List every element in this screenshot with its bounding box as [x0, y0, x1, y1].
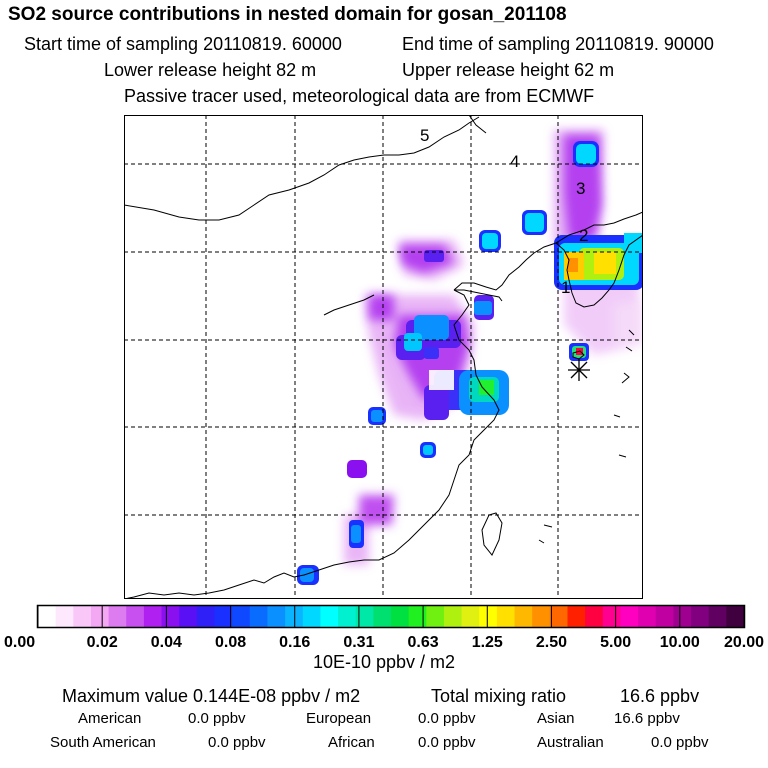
colorbar-cell	[514, 606, 533, 627]
upper-release-label: Upper release height 62 m	[402, 60, 615, 80]
colorbar-cell	[496, 606, 516, 627]
colorbar-tick-label: 1.25	[472, 634, 503, 651]
colorbar-cell	[532, 606, 551, 627]
colorbar-cell	[196, 606, 216, 627]
region-european-value: 0.0 ppbv	[418, 710, 476, 727]
region-european-name: European	[306, 710, 372, 727]
colorbar-cell	[90, 606, 110, 627]
release-label-4: 4	[510, 152, 519, 171]
colorbar-cell	[55, 606, 74, 627]
colorbar-cell	[267, 606, 286, 627]
region-american-name: American	[78, 710, 142, 727]
release-label-3: 3	[576, 179, 585, 198]
colorbar-tick-label: 0.31	[343, 634, 374, 651]
colorbar-cell	[443, 606, 463, 627]
region-asian-value: 16.6 ppbv	[614, 710, 680, 727]
colorbar-cell	[479, 606, 498, 627]
colorbar: 0.00 0.02 0.04 0.08 0.16 0.31 0.63 1.25 2.50 5.00…	[4, 604, 764, 651]
release-label-1: 1	[561, 278, 570, 297]
colorbar-cell	[143, 606, 163, 627]
colorbar-cell	[355, 606, 374, 627]
colorbar-tick-label: 10.00	[660, 634, 700, 651]
colorbar-cell	[673, 606, 692, 627]
map-frame	[124, 115, 643, 599]
colorbar-tick-label: 0.04	[151, 634, 182, 651]
colorbar-cell	[585, 606, 604, 627]
coastline	[124, 115, 643, 599]
total-mixing-value: 16.6 ppbv	[620, 686, 700, 706]
colorbar-frame	[36, 604, 746, 629]
colorbar-cell	[655, 606, 674, 627]
region-american-value: 0.0 ppbv	[188, 710, 246, 727]
colorbar-cell	[302, 606, 321, 627]
colorbar-tick-label: 0.63	[408, 634, 439, 651]
lower-release-label: Lower release height 82 m	[104, 60, 317, 80]
colorbar-cell	[232, 606, 251, 627]
colorbar-tick-label: 2.50	[536, 634, 567, 651]
lat-lon-grid	[124, 115, 643, 599]
region-south-american-value: 0.0 ppbv	[208, 734, 266, 751]
colorbar-cell	[567, 606, 586, 627]
colorbar-cells	[38, 606, 745, 627]
region-australian-value: 0.0 ppbv	[651, 734, 709, 751]
colorbar-cell	[408, 606, 427, 627]
plot-title: SO2 source contributions in nested domai…	[8, 4, 567, 25]
colorbar-cell	[161, 606, 180, 627]
colorbar-cell	[391, 606, 410, 627]
colorbar-cell	[285, 606, 304, 627]
colorbar-cell	[691, 606, 710, 627]
colorbar-unit-label: 10E-10 ppbv / m2	[312, 652, 456, 672]
colorbar-tick-label: 0.16	[279, 634, 310, 651]
colorbar-cell	[461, 606, 480, 627]
region-asian-name: Asian	[537, 710, 575, 727]
colorbar-cell	[214, 606, 233, 627]
region-african-value: 0.0 ppbv	[418, 734, 476, 751]
max-value-label: Maximum value 0.144E-08 ppbv / m2	[62, 686, 361, 706]
tracer-note: Passive tracer used, meteorological data…	[124, 86, 595, 106]
colorbar-cell	[638, 606, 657, 627]
start-time-label: Start time of sampling 20110819. 60000	[24, 34, 342, 54]
colorbar-tick-label: 0.08	[215, 634, 246, 651]
colorbar-cell	[708, 606, 727, 627]
colorbar-cell	[73, 606, 92, 627]
colorbar-cell	[249, 606, 269, 627]
release-label-2: 2	[579, 226, 588, 245]
colorbar-tick-label: 5.00	[600, 634, 631, 651]
concentration-field	[297, 130, 643, 585]
colorbar-cell	[549, 606, 569, 627]
colorbar-tick-label: 0.02	[87, 634, 118, 651]
colorbar-cell	[338, 606, 357, 627]
colorbar-cell	[602, 606, 622, 627]
release-label-5: 5	[420, 126, 429, 145]
region-african-name: African	[328, 734, 375, 751]
colorbar-cell	[108, 606, 127, 627]
colorbar-cell	[373, 606, 392, 627]
colorbar-tick-label: 0.00	[4, 634, 35, 651]
colorbar-cell	[620, 606, 639, 627]
end-time-label: End time of sampling 20110819. 90000	[402, 34, 714, 54]
colorbar-cell	[726, 606, 745, 627]
colorbar-cell	[320, 606, 339, 627]
colorbar-cell	[126, 606, 145, 627]
total-mixing-label: Total mixing ratio	[431, 686, 567, 706]
region-australian-name: Australian	[537, 734, 604, 751]
region-south-american-name: South American	[50, 734, 156, 751]
colorbar-cell	[38, 606, 57, 627]
colorbar-cell	[179, 606, 198, 627]
colorbar-tick-label: 20.00	[724, 634, 764, 651]
colorbar-cell	[426, 606, 445, 627]
map-panel: 1 2 3 4 5	[124, 115, 643, 599]
receptor-asterisk-icon	[568, 359, 590, 381]
